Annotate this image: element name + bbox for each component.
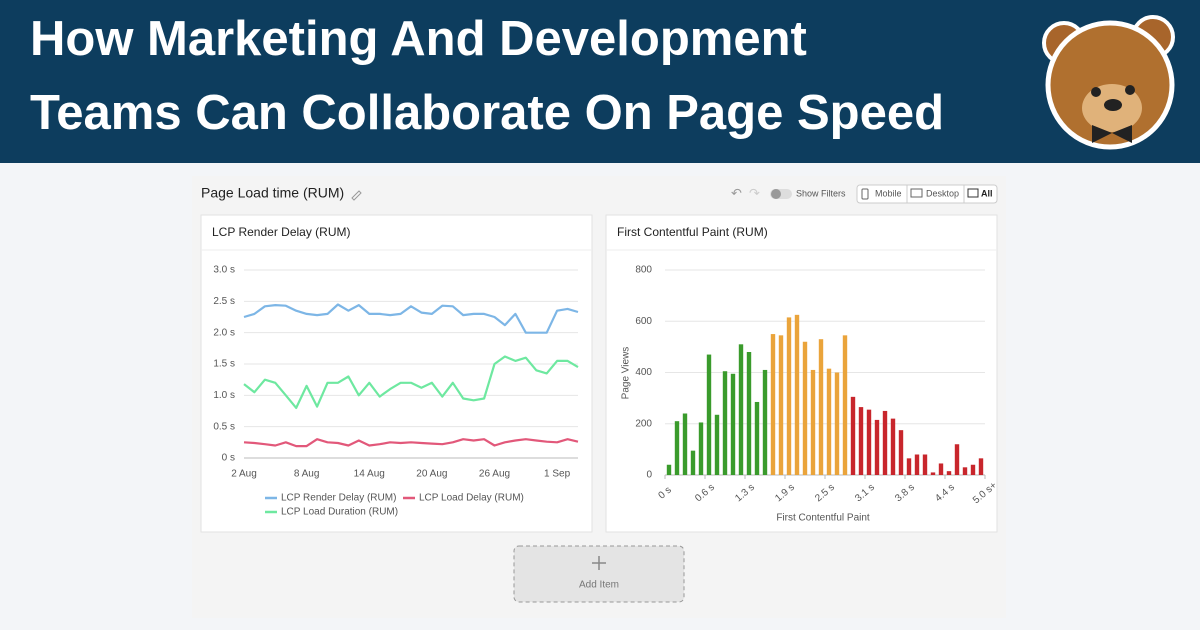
bar (754, 401, 760, 475)
card-title: LCP Render Delay (RUM) (212, 225, 351, 239)
y-axis-label: Page Views (621, 347, 632, 400)
bar (826, 368, 832, 475)
bar (690, 450, 696, 475)
mobile-icon (861, 188, 869, 200)
desktop-icon (910, 188, 923, 198)
add-item-label[interactable]: Add Item (579, 580, 619, 591)
y-tick-label: 800 (635, 265, 652, 276)
bar (698, 422, 704, 475)
x-tick-label: 26 Aug (479, 469, 510, 480)
header-band (0, 0, 1200, 163)
dashboard-title[interactable]: Page Load time (RUM) (201, 185, 344, 201)
y-tick-label: 0.5 s (213, 421, 235, 432)
bar (682, 413, 688, 475)
card (605, 214, 998, 533)
bar (970, 464, 976, 475)
undo[interactable]: ↶ (731, 185, 742, 200)
x-tick-label: 8 Aug (294, 469, 320, 480)
bar (786, 317, 792, 475)
y-tick-label: 400 (635, 367, 652, 378)
redo: ↷ (749, 185, 760, 200)
bar (738, 344, 744, 475)
bar (834, 372, 840, 475)
filters-label[interactable]: Show Filters (796, 188, 846, 198)
bar (930, 472, 936, 475)
bar (850, 396, 856, 475)
bar (922, 454, 928, 475)
bar (714, 414, 720, 475)
bar (906, 458, 912, 475)
bar (762, 369, 768, 475)
header-title: How Marketing And Development (30, 12, 807, 66)
bar (842, 335, 848, 475)
device-switch (856, 184, 998, 204)
device-option[interactable]: All (981, 188, 993, 198)
bar (810, 369, 816, 475)
plus-icon (592, 556, 606, 570)
device-option[interactable]: Mobile (875, 188, 902, 198)
legend-label: LCP Render Delay (RUM) (281, 493, 396, 504)
bar (706, 354, 712, 475)
bar (794, 314, 800, 475)
x-axis-label: First Contentful Paint (776, 513, 870, 524)
bar (674, 421, 680, 475)
bar (770, 334, 776, 475)
bar (858, 407, 864, 475)
bear-logo (1042, 15, 1175, 150)
card (200, 214, 593, 533)
y-tick-label: 3.0 s (213, 265, 235, 276)
bar (730, 373, 736, 475)
all-icon (967, 188, 979, 198)
bar (722, 371, 728, 475)
bar (818, 339, 824, 475)
bar (746, 352, 752, 475)
bar (890, 418, 896, 475)
series-line (243, 355, 579, 409)
bar (938, 463, 944, 475)
y-tick-label: 2.5 s (213, 296, 235, 307)
bar (898, 430, 904, 475)
x-tick-label: 14 Aug (354, 469, 385, 480)
y-tick-label: 600 (635, 316, 652, 327)
add-item[interactable] (513, 545, 685, 603)
header-title: Teams Can Collaborate On Page Speed (30, 86, 944, 140)
bar (866, 409, 872, 475)
y-tick-label: 1.5 s (213, 359, 235, 370)
series-line (243, 303, 579, 334)
edit-icon[interactable] (351, 190, 362, 201)
bar (946, 471, 952, 475)
y-tick-label: 1.0 s (213, 390, 235, 401)
device-option[interactable]: Desktop (926, 188, 959, 198)
bar (874, 419, 880, 475)
bar (962, 467, 968, 475)
legend-label: LCP Load Delay (RUM) (419, 493, 524, 504)
toggle-knob (771, 189, 781, 199)
bar (978, 458, 984, 475)
x-tick-label: 2 Aug (231, 469, 257, 480)
bar (914, 454, 920, 475)
series-line (243, 438, 579, 448)
bar (802, 341, 808, 475)
bar (778, 335, 784, 475)
y-tick-label: 200 (635, 418, 652, 429)
card-title: First Contentful Paint (RUM) (617, 225, 768, 239)
legend-label: LCP Load Duration (RUM) (281, 507, 398, 518)
bar (882, 410, 888, 475)
y-tick-label: 2.0 s (213, 327, 235, 338)
x-tick-label: 1 Sep (544, 469, 571, 480)
y-tick-label: 0 (646, 470, 652, 481)
y-tick-label: 0 s (222, 453, 235, 464)
bar (954, 444, 960, 475)
x-tick-label: 20 Aug (416, 469, 447, 480)
bar (666, 464, 672, 475)
